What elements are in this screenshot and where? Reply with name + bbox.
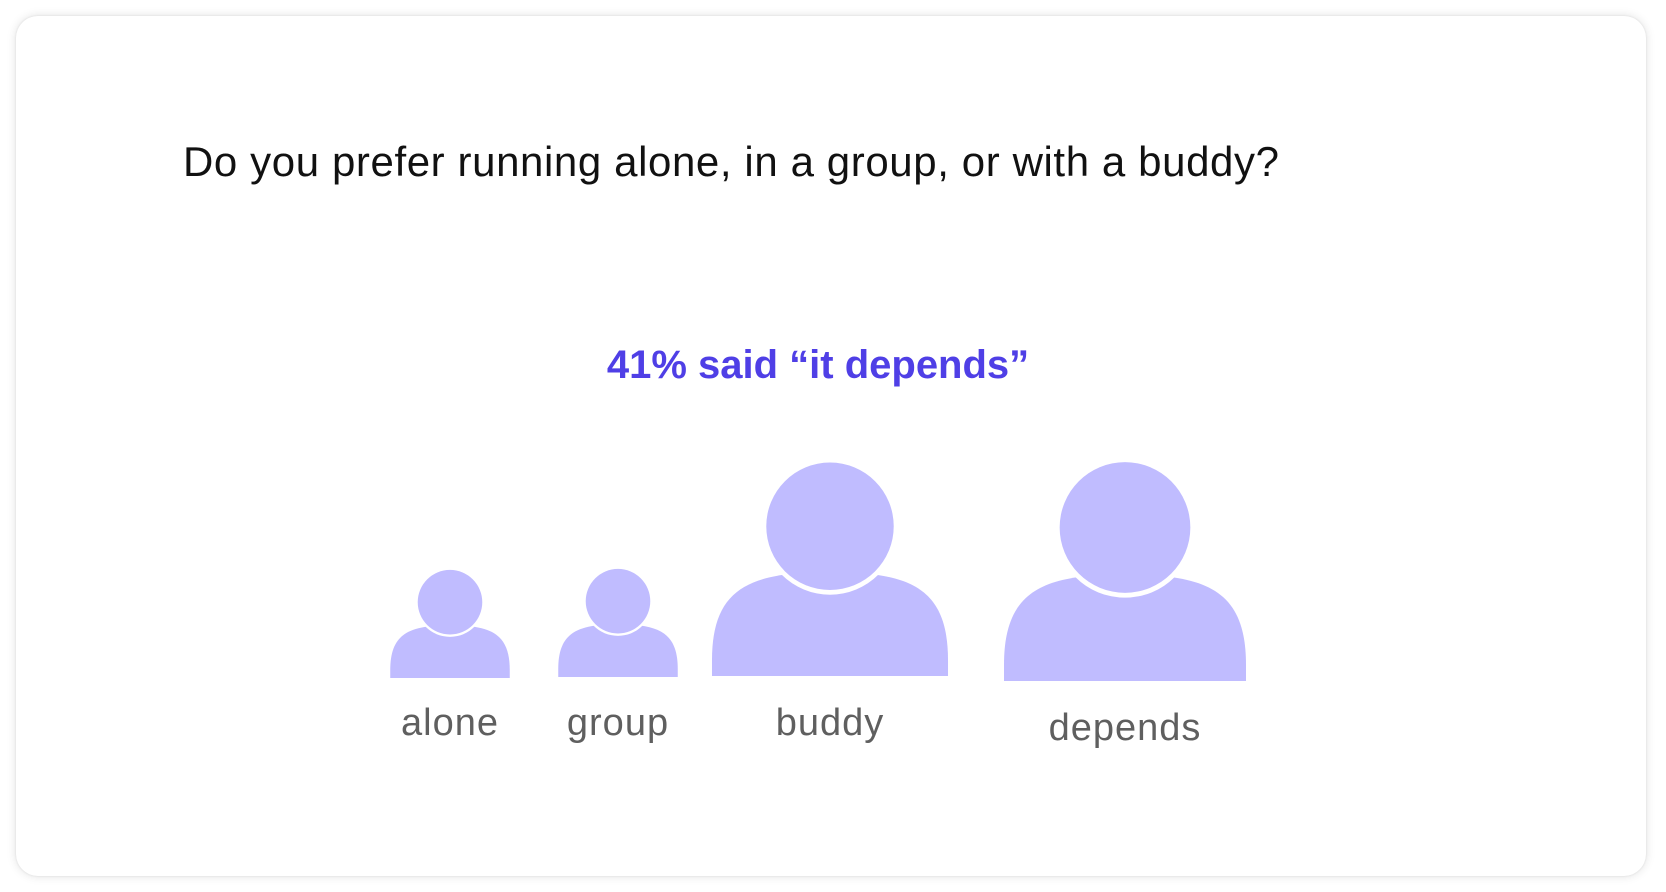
survey-card <box>16 16 1646 876</box>
person-head-alone <box>417 569 483 635</box>
headline-stat: 41% said “it depends” <box>606 343 1030 387</box>
person-body-buddy <box>711 572 949 676</box>
person-icon-depends <box>1004 457 1246 681</box>
question-title: Do you prefer running alone, in a group,… <box>183 138 1280 185</box>
person-icon-group <box>558 566 678 677</box>
person-head-buddy <box>766 462 894 590</box>
category-label-alone: alone <box>401 702 499 744</box>
person-icon-alone <box>390 567 510 678</box>
category-label-buddy: buddy <box>776 702 885 744</box>
person-icon-buddy <box>711 457 949 676</box>
person-head-depends <box>1059 462 1191 593</box>
person-body-depends <box>1004 574 1246 681</box>
person-body-alone <box>390 625 510 678</box>
category-label-depends: depends <box>1049 707 1202 749</box>
person-body-group <box>558 624 678 677</box>
category-label-group: group <box>567 702 669 744</box>
person-head-group <box>585 568 651 634</box>
